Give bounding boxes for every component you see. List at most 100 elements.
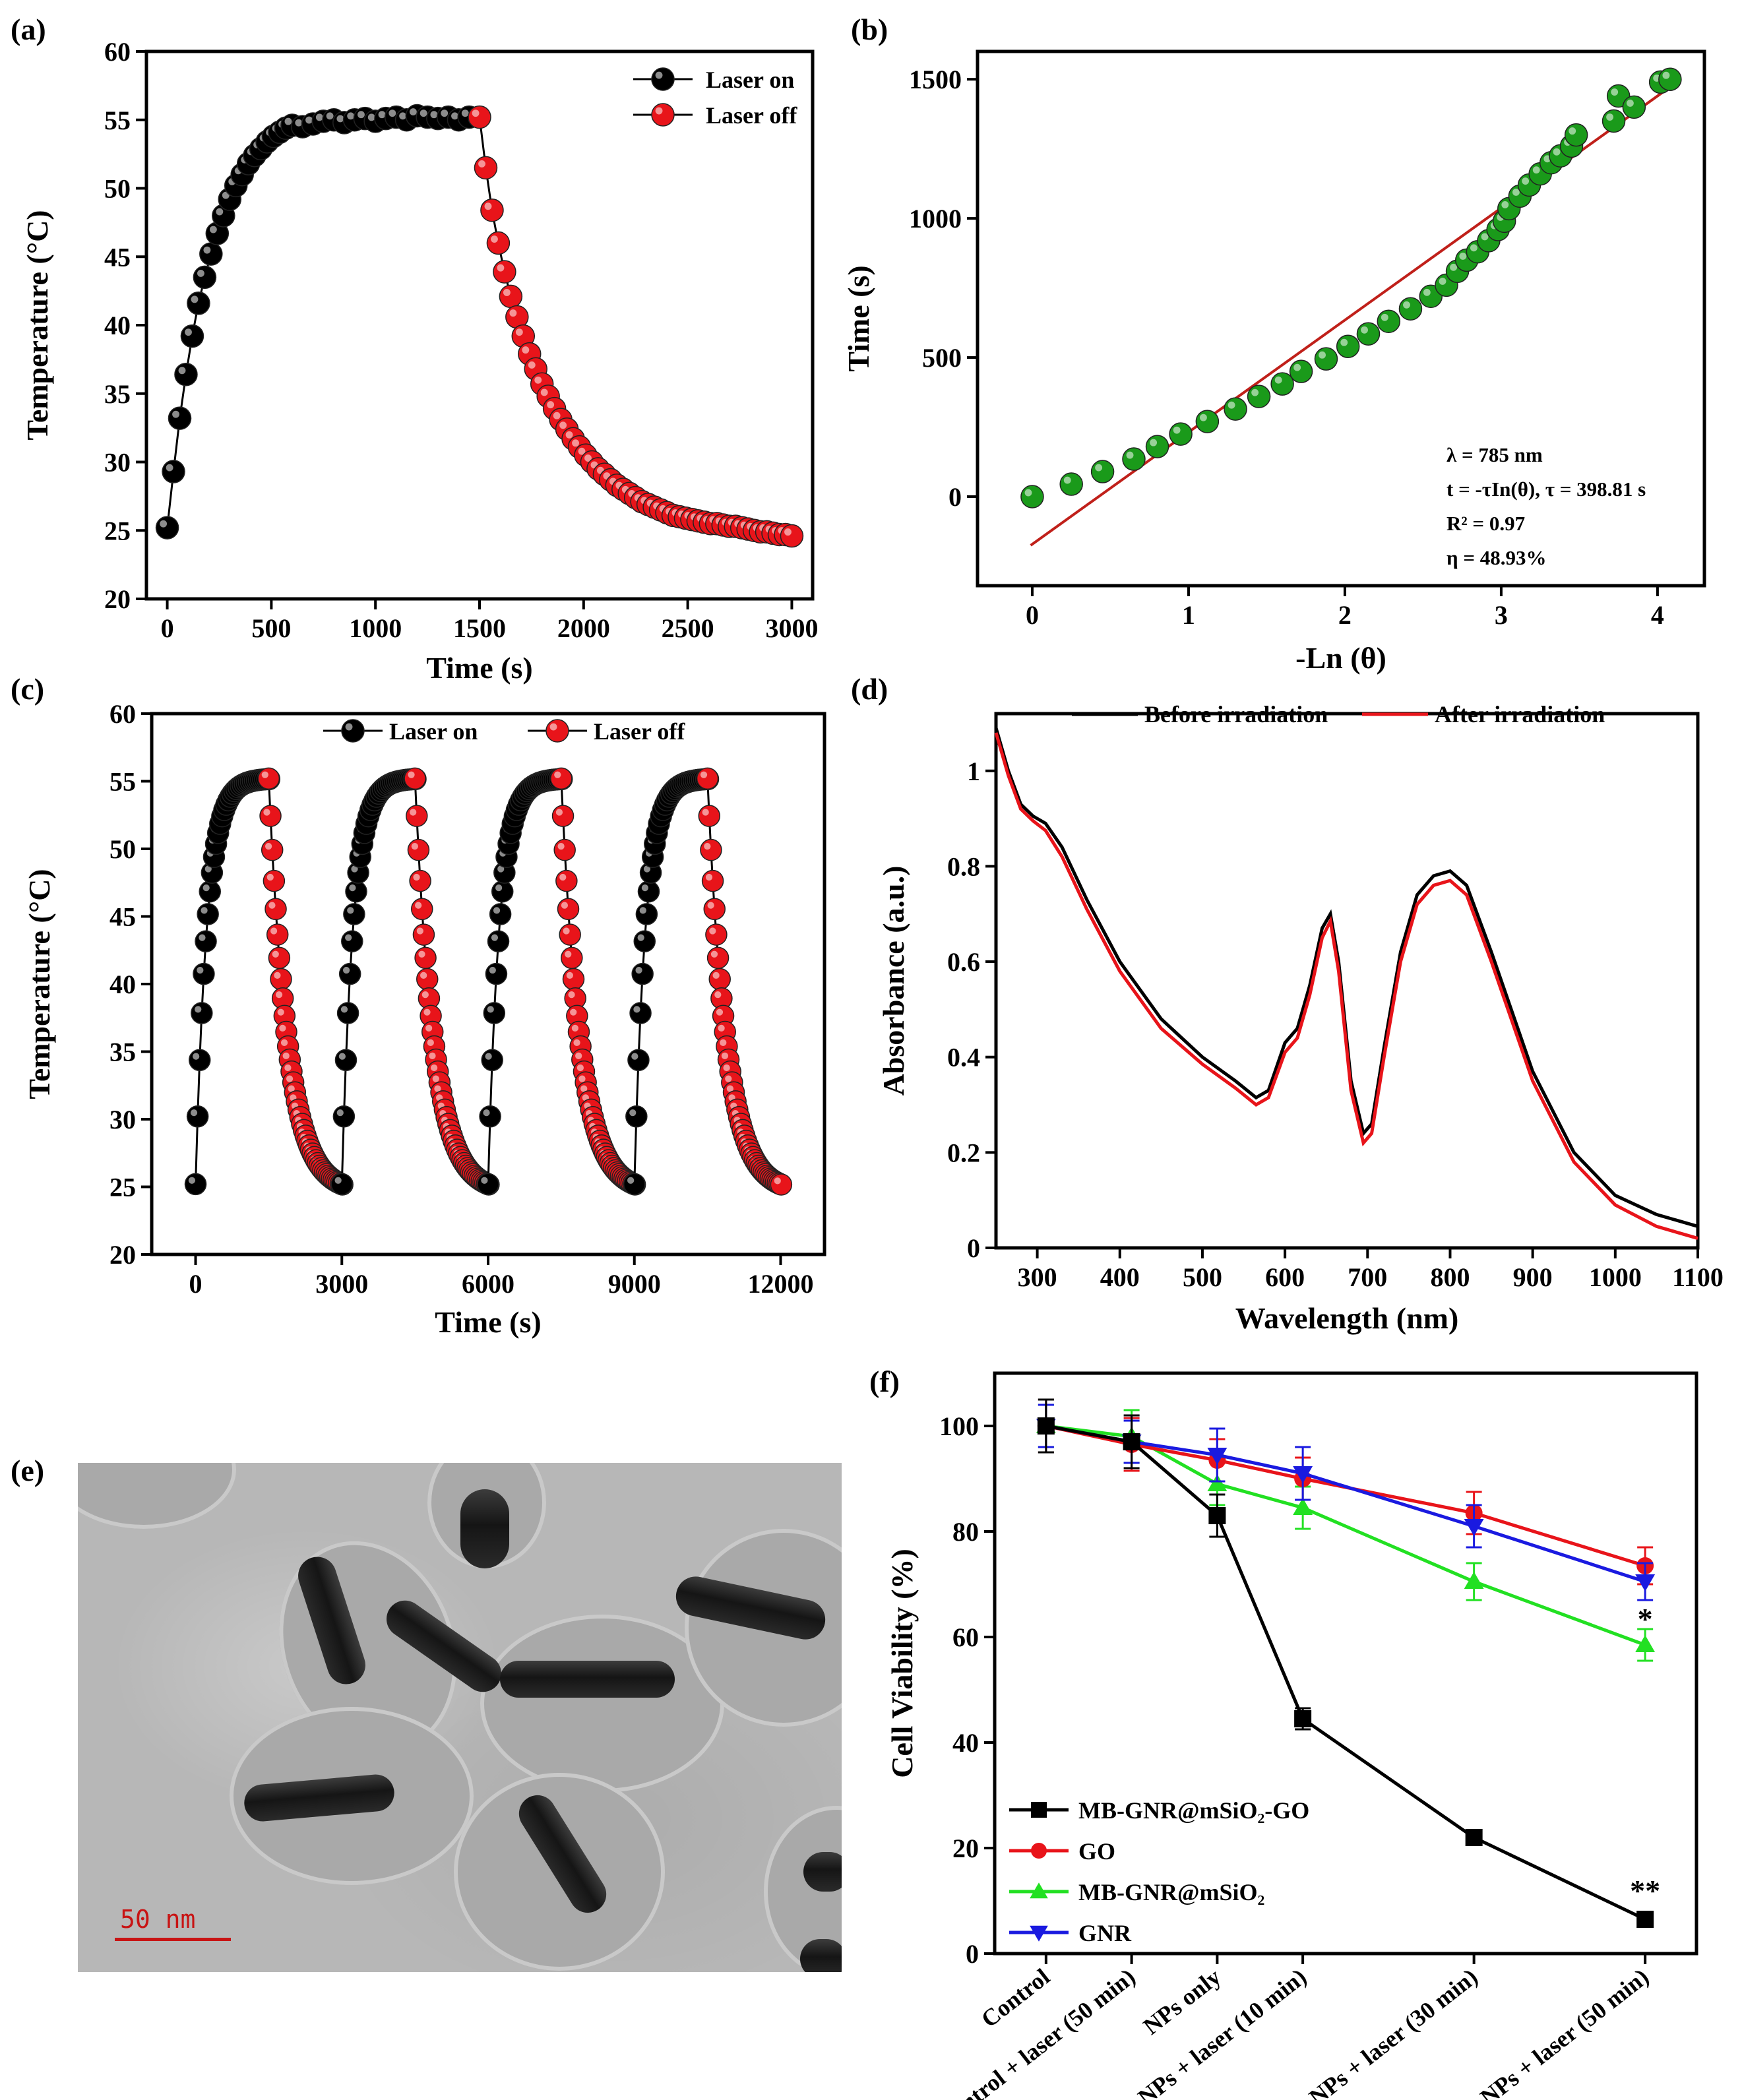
laser-off-point <box>561 946 583 970</box>
laser-off-point-highlight <box>408 771 415 778</box>
legend-marker <box>545 719 569 743</box>
laser-on-point <box>330 1173 354 1196</box>
laser-off-point-highlight <box>277 1008 284 1016</box>
data-point-highlight <box>1532 166 1540 174</box>
laser-on-point-highlight <box>201 907 208 914</box>
laser-on-point-highlight <box>197 966 204 974</box>
x-axis-label: Time (s) <box>435 1305 541 1339</box>
y-tick-label: 100 <box>939 1411 979 1441</box>
panel-label-f: (f) <box>869 1365 900 1398</box>
laser-off-point-highlight <box>413 873 420 881</box>
laser-off-point <box>698 805 721 827</box>
laser-off-point-highlight <box>565 431 573 439</box>
x-category-label: NPs + laser (30 min) <box>1304 1963 1482 2100</box>
laser-off-point-highlight <box>716 1008 724 1016</box>
legend-label: GNR <box>1078 1920 1132 1946</box>
laser-off-point-highlight <box>478 160 485 168</box>
laser-off-point <box>257 767 280 790</box>
square-marker <box>1636 1911 1654 1928</box>
laser-on-point-highlight <box>315 113 323 121</box>
laser-on-point-highlight <box>178 367 186 375</box>
laser-off-point <box>708 968 731 991</box>
significance-mark: * <box>1638 1602 1653 1636</box>
y-tick-label: 20 <box>952 1834 979 1863</box>
laser-on-point <box>174 362 198 386</box>
circle-marker <box>1031 1843 1047 1859</box>
laser-on-point-highlight <box>345 934 352 941</box>
legend-label: MB-GNR@mSiO₂-GO <box>1078 1797 1309 1824</box>
scale-bar <box>115 1938 231 1941</box>
laser-off-point-highlight <box>570 1008 577 1016</box>
laser-on-point-highlight <box>305 116 313 124</box>
y-axis-label: Time (s) <box>842 265 875 371</box>
laser-on-point <box>193 962 215 985</box>
y-tick-label: 1 <box>967 757 980 786</box>
triangle-up-marker <box>1635 1635 1656 1653</box>
triangle-up-marker <box>1030 1882 1048 1899</box>
laser-off-point-highlight <box>568 991 575 999</box>
laser-off-point-highlight <box>266 873 274 881</box>
series-line <box>1045 1424 1646 1647</box>
laser-off-point <box>416 968 439 991</box>
panel-label-e: (e) <box>11 1454 44 1487</box>
laser-on-point-highlight <box>203 246 211 254</box>
laser-off-point <box>404 767 426 790</box>
laser-off-point <box>499 284 523 309</box>
laser-on-point-highlight <box>633 1006 640 1013</box>
laser-off-point <box>550 767 573 790</box>
legend-marker <box>341 719 365 743</box>
panel-label-b: (b) <box>851 13 888 46</box>
x-tick-label: 3 <box>1495 600 1508 630</box>
laser-on-point-highlight <box>481 1177 488 1184</box>
laser-on-point-highlight <box>199 934 206 941</box>
laser-off-point-highlight <box>272 950 279 958</box>
y-tick-label: 0.4 <box>947 1043 980 1072</box>
tem-image: 50 nm <box>78 1463 842 1972</box>
data-point-highlight <box>1024 489 1032 497</box>
data-point-highlight <box>1095 464 1103 472</box>
data-point-highlight <box>1439 277 1446 285</box>
laser-on-point <box>336 1002 359 1024</box>
laser-off-point-highlight <box>264 842 272 850</box>
laser-on-point-highlight <box>204 865 212 873</box>
y-tick-label: 50 <box>109 834 136 864</box>
data-point-highlight <box>1361 326 1368 334</box>
plot-frame <box>994 712 1700 1250</box>
laser-off-point-highlight <box>547 401 555 409</box>
laser-off-point-highlight <box>720 1039 727 1046</box>
gold-nanorod <box>500 1661 675 1698</box>
data-point-highlight <box>1470 244 1478 252</box>
legend-label: Laser on <box>706 67 794 93</box>
laser-on-point <box>637 880 660 903</box>
data-point <box>1224 397 1247 421</box>
laser-off-point-highlight <box>578 1075 586 1082</box>
laser-on-point <box>186 1105 209 1128</box>
laser-off-point-highlight <box>280 1039 288 1046</box>
y-tick-label: 60 <box>104 37 131 67</box>
data-point <box>1314 347 1338 371</box>
laser-off-point-highlight <box>725 1075 732 1082</box>
laser-off-point-highlight <box>705 873 713 881</box>
laser-off-point-highlight <box>497 264 505 272</box>
gold-nanorod <box>800 1939 842 1972</box>
data-point <box>1289 359 1313 383</box>
x-tick-label: 0 <box>161 613 174 643</box>
x-tick-label: 400 <box>1100 1262 1140 1292</box>
laser-on-point-highlight <box>485 1053 492 1060</box>
y-axis-label: Cell Viability (%) <box>885 1549 919 1778</box>
laser-off-point-highlight <box>274 972 281 979</box>
laser-off-point-highlight <box>702 809 709 816</box>
chart-c: 0 3000 6000 9000 12000 20 25 30 35 40 45 50 55 60 Time… <box>22 699 826 1339</box>
legend-marker <box>651 103 675 127</box>
laser-on-point-highlight <box>336 115 344 123</box>
data-point-highlight <box>1522 177 1530 185</box>
x-tick-label: 1000 <box>349 613 402 643</box>
laser-off-point-highlight <box>275 991 283 999</box>
laser-off-point-highlight <box>540 388 548 396</box>
x-tick-label: 12000 <box>747 1269 813 1299</box>
data-point-highlight <box>1553 148 1561 156</box>
laser-on-point <box>187 292 210 315</box>
data-point-highlight <box>1662 71 1670 79</box>
y-tick-label: 25 <box>104 516 131 545</box>
